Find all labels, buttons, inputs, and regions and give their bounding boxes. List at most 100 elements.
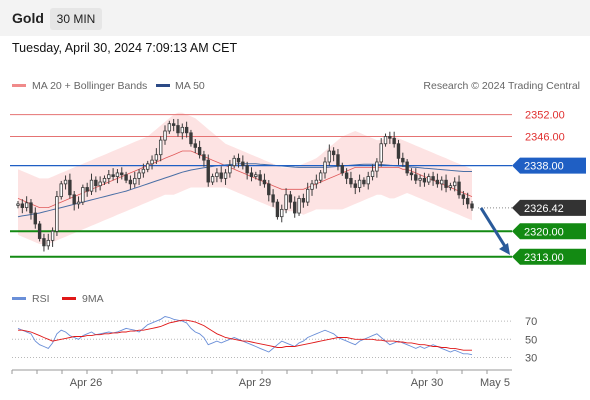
candle-up	[357, 179, 362, 188]
candle-down	[189, 132, 193, 145]
candle-down	[202, 154, 206, 161]
candle-up	[107, 174, 111, 179]
candle-down	[401, 157, 405, 163]
candle-up	[284, 194, 288, 210]
candle-down	[435, 179, 440, 185]
candle-down	[120, 172, 124, 176]
candle-up	[133, 177, 137, 185]
header-bar: Gold 30 MIN	[0, 0, 590, 36]
candle-up	[232, 157, 236, 167]
datetime-label: Tuesday, April 30, 2024 7:09:13 AM CET	[12, 41, 238, 55]
candle-up	[63, 179, 68, 185]
candle-up	[76, 201, 81, 205]
rsi-panel: 70 50 30	[12, 316, 537, 364]
candle-up	[81, 187, 85, 203]
candle-down	[184, 126, 189, 134]
candle-down	[349, 177, 353, 185]
candle-down	[288, 194, 293, 203]
candle-up	[280, 208, 284, 218]
candle-down	[258, 174, 262, 181]
candle-down	[275, 201, 280, 218]
projection-arrow-group	[479, 207, 510, 255]
ma50-legend-swatch	[156, 84, 170, 87]
candle-up	[314, 179, 319, 185]
timeframe-button[interactable]: 30 MIN	[50, 8, 102, 30]
candle-down	[241, 161, 245, 167]
candle-down	[128, 179, 133, 185]
ma50-legend: MA 50	[175, 80, 205, 92]
candle-down	[68, 179, 72, 196]
credit-label: Research © 2024 Trading Central	[423, 80, 580, 92]
candle-down	[85, 187, 89, 192]
rsi-series-9ma	[18, 319, 472, 351]
resistance-label: 2346.00	[525, 131, 565, 143]
rsi-legend-swatch	[12, 297, 26, 300]
candle-up	[102, 177, 107, 183]
candle-up	[24, 202, 29, 208]
candle-up	[163, 130, 167, 141]
candle-down	[72, 194, 76, 205]
candle-up	[366, 176, 370, 185]
candle-up	[146, 163, 150, 170]
candle-up	[427, 176, 431, 183]
candle-down	[422, 177, 427, 183]
candle-down	[409, 172, 414, 176]
candle-up	[89, 179, 94, 192]
last-price-tag-bg	[512, 199, 586, 216]
candle-up	[137, 172, 141, 179]
rsi-tick-30: 30	[525, 352, 537, 364]
candle-down	[42, 238, 46, 247]
candle-down	[470, 203, 474, 209]
candle-up	[98, 181, 102, 187]
candle-up	[180, 126, 185, 134]
rsi-tick-50: 50	[525, 334, 537, 346]
ma20-line	[17, 150, 473, 208]
ma20-legend: MA 20 + Bollinger Bands	[32, 80, 147, 92]
x-tick-label: Apr 29	[239, 377, 271, 389]
candle-up	[379, 143, 383, 163]
candle-down	[340, 165, 344, 174]
candle-up	[370, 170, 375, 177]
bollinger-fill	[18, 112, 472, 244]
candle-down	[219, 172, 223, 179]
candle-down	[124, 174, 128, 181]
candle-down	[20, 203, 25, 208]
candle-up	[50, 230, 55, 241]
candle-up	[327, 150, 332, 163]
support-tag-bg	[512, 223, 586, 240]
candle-down	[29, 202, 33, 214]
candle-down	[344, 172, 349, 179]
candle-down	[461, 194, 466, 199]
candle-down	[171, 123, 176, 126]
x-tick-label: May 5	[480, 377, 510, 389]
ma9-legend-swatch	[62, 297, 76, 300]
pivot-tag-bg	[512, 157, 586, 174]
candle-up	[375, 161, 379, 172]
candle-up	[150, 159, 154, 165]
candle-down	[94, 179, 98, 187]
candle-down	[331, 150, 336, 156]
candle-down	[262, 179, 267, 185]
candle-down	[236, 157, 241, 163]
candle-up	[55, 196, 59, 232]
x-axis: Apr 26 Apr 29 Apr 30 May 5	[11, 369, 512, 389]
candle-up	[16, 203, 20, 206]
level-labels: 2352.00 2346.00 2338.00 2320.00 2313.00 2326.…	[512, 110, 586, 265]
candle-up	[310, 183, 314, 190]
candle-up	[223, 172, 228, 179]
support-label: 2320.00	[524, 226, 564, 238]
candle-up	[323, 161, 327, 174]
candle-down	[197, 146, 202, 156]
ma20-legend-swatch	[12, 84, 26, 87]
candle-up	[46, 239, 50, 247]
candle-up	[141, 168, 146, 174]
candle-up	[59, 183, 63, 198]
candle-down	[271, 194, 275, 203]
candle-down	[206, 159, 210, 183]
candle-up	[228, 165, 232, 174]
projection-arrowhead	[499, 242, 510, 255]
support-tag-bg	[512, 248, 586, 265]
resistance-label: 2352.00	[525, 110, 565, 122]
candle-up	[453, 181, 457, 187]
